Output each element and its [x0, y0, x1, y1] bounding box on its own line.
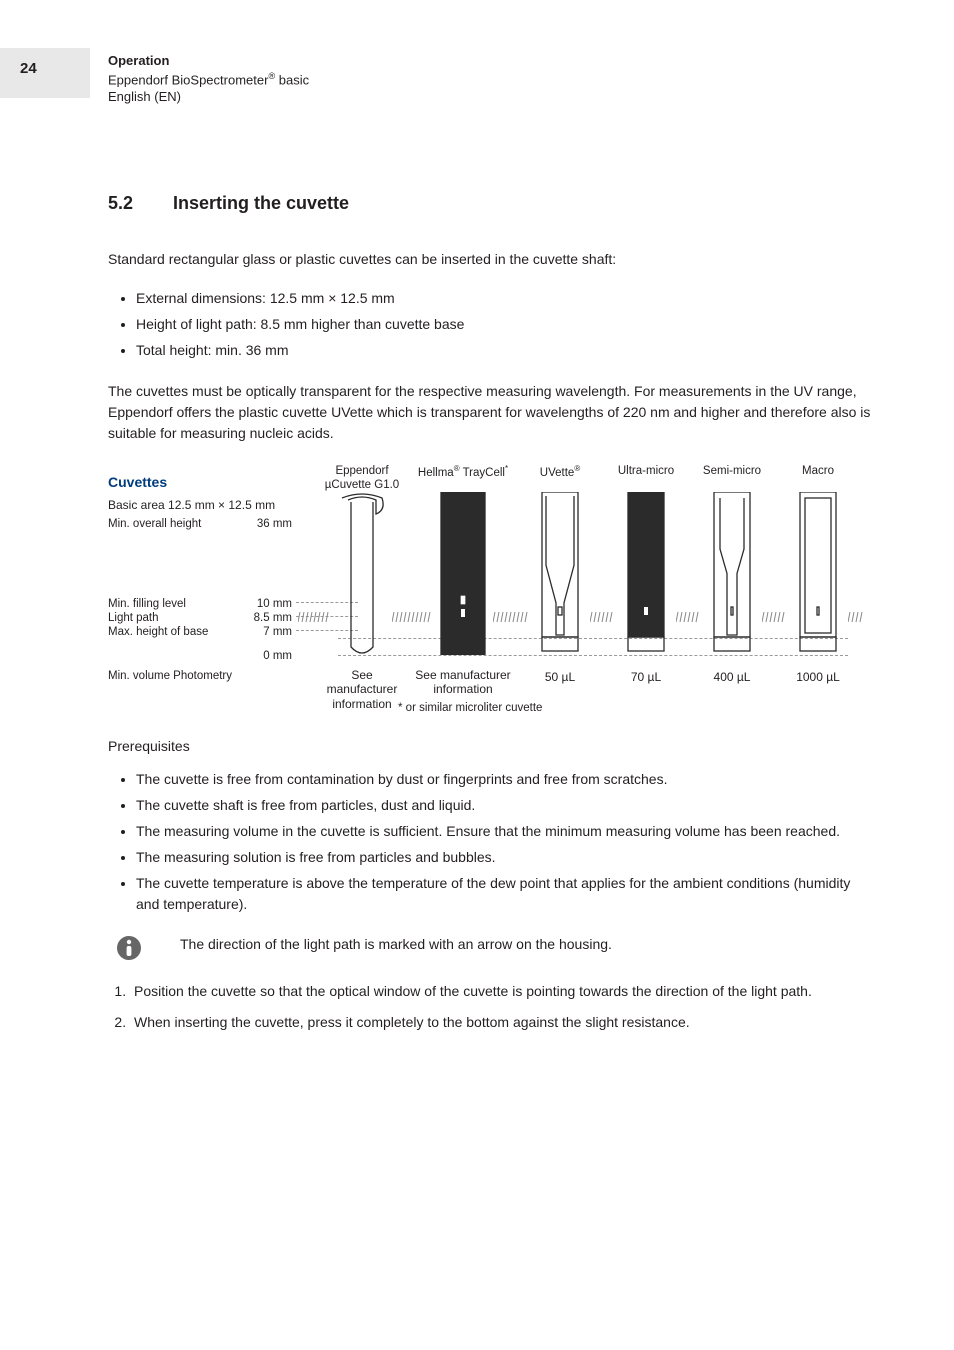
figure-volume: 50 µL [520, 668, 600, 686]
step-item: When inserting the cuvette, press it com… [130, 1012, 874, 1033]
figure-column-head: Ultra-micro [606, 464, 686, 478]
cuvette-macro [788, 492, 848, 655]
figure-column-head: Hellma® TrayCell* [408, 464, 518, 480]
step-item: Position the cuvette so that the optical… [130, 981, 874, 1002]
list-item: Height of light path: 8.5 mm higher than… [136, 314, 874, 335]
baseline-top [338, 638, 848, 639]
figure-column-head: UVette® [520, 464, 600, 480]
figure-column-head: Semi-micro [692, 464, 772, 478]
cuvette-traycell [433, 492, 493, 655]
list-item: The cuvette is free from contamination b… [136, 769, 874, 790]
figure-row-value: 36 mm [240, 516, 292, 533]
figure-row-value: 0 mm [240, 648, 292, 665]
cuvette-ucuvette [332, 492, 392, 655]
figure-row-label: Max. height of base [108, 624, 208, 641]
figure-volume: 400 µL [692, 668, 772, 686]
figure-row-value: 7 mm [240, 624, 292, 641]
list-item: The measuring solution is free from part… [136, 847, 874, 868]
figure-volume: 1000 µL [778, 668, 858, 686]
figure-volume: See manufacturerinformation [318, 668, 406, 711]
list-item: The cuvette shaft is free from particles… [136, 795, 874, 816]
section-number: 5.2 [108, 190, 168, 217]
figure-footnote: * or similar microliter cuvette [398, 700, 542, 717]
section-heading: 5.2 Inserting the cuvette [108, 190, 874, 217]
list-item: The measuring volume in the cuvette is s… [136, 821, 874, 842]
procedure-steps: Position the cuvette so that the optical… [130, 981, 874, 1033]
figure-volume: See manufacturerinformation [408, 668, 518, 697]
running-header: Operation Eppendorf BioSpectrometer® bas… [108, 52, 309, 106]
cuvette-semimicro [702, 492, 762, 655]
light-path-band [762, 610, 788, 624]
intro-paragraph: Standard rectangular glass or plastic cu… [108, 249, 874, 270]
cuvette-ultramicro [616, 492, 676, 655]
figure-volume: 70 µL [606, 668, 686, 686]
list-item: External dimensions: 12.5 mm × 12.5 mm [136, 288, 874, 309]
page-content: 5.2 Inserting the cuvette Standard recta… [108, 190, 874, 1033]
figure-column-head: EppendorfµCuvette G1.0 [318, 464, 406, 493]
dimensions-list: External dimensions: 12.5 mm × 12.5 mm H… [136, 288, 874, 361]
header-language: English (EN) [108, 88, 309, 106]
header-chapter: Operation [108, 52, 309, 70]
header-product: Eppendorf BioSpectrometer® basic [108, 70, 309, 89]
cuvette-uvette [530, 492, 590, 655]
baseline-bottom [338, 655, 848, 656]
page-number: 24 [20, 60, 37, 77]
figure-column-head: Macro [778, 464, 858, 478]
prerequisites-heading: Prerequisites [108, 736, 874, 757]
light-path-band [392, 610, 433, 624]
list-item: The cuvette temperature is above the tem… [136, 873, 874, 915]
transparency-paragraph: The cuvettes must be optically transpare… [108, 381, 874, 444]
prerequisites-list: The cuvette is free from contamination b… [136, 769, 874, 915]
document-page: 24 Operation Eppendorf BioSpectrometer® … [0, 0, 954, 1350]
figure-min-volume-label: Min. volume Photometry [108, 668, 232, 685]
cuvettes-figure: Cuvettes Basic area 12.5 mm × 12.5 mm Min.… [108, 462, 868, 712]
list-item: Total height: min. 36 mm [136, 340, 874, 361]
light-path-band [298, 610, 332, 624]
light-path-band [848, 610, 866, 624]
light-path-band [493, 610, 530, 624]
figure-title: Cuvettes [108, 472, 167, 493]
info-text: The direction of the light path is marke… [180, 935, 612, 955]
figure-basic-area: Basic area 12.5 mm × 12.5 mm [108, 496, 275, 514]
page-tab-bg [0, 48, 90, 98]
section-title: Inserting the cuvette [173, 193, 349, 213]
figure-row-label: Min. overall height [108, 516, 201, 533]
info-note: The direction of the light path is marke… [116, 935, 874, 961]
info-icon [116, 935, 142, 961]
light-path-band [590, 610, 616, 624]
light-path-band [676, 610, 702, 624]
